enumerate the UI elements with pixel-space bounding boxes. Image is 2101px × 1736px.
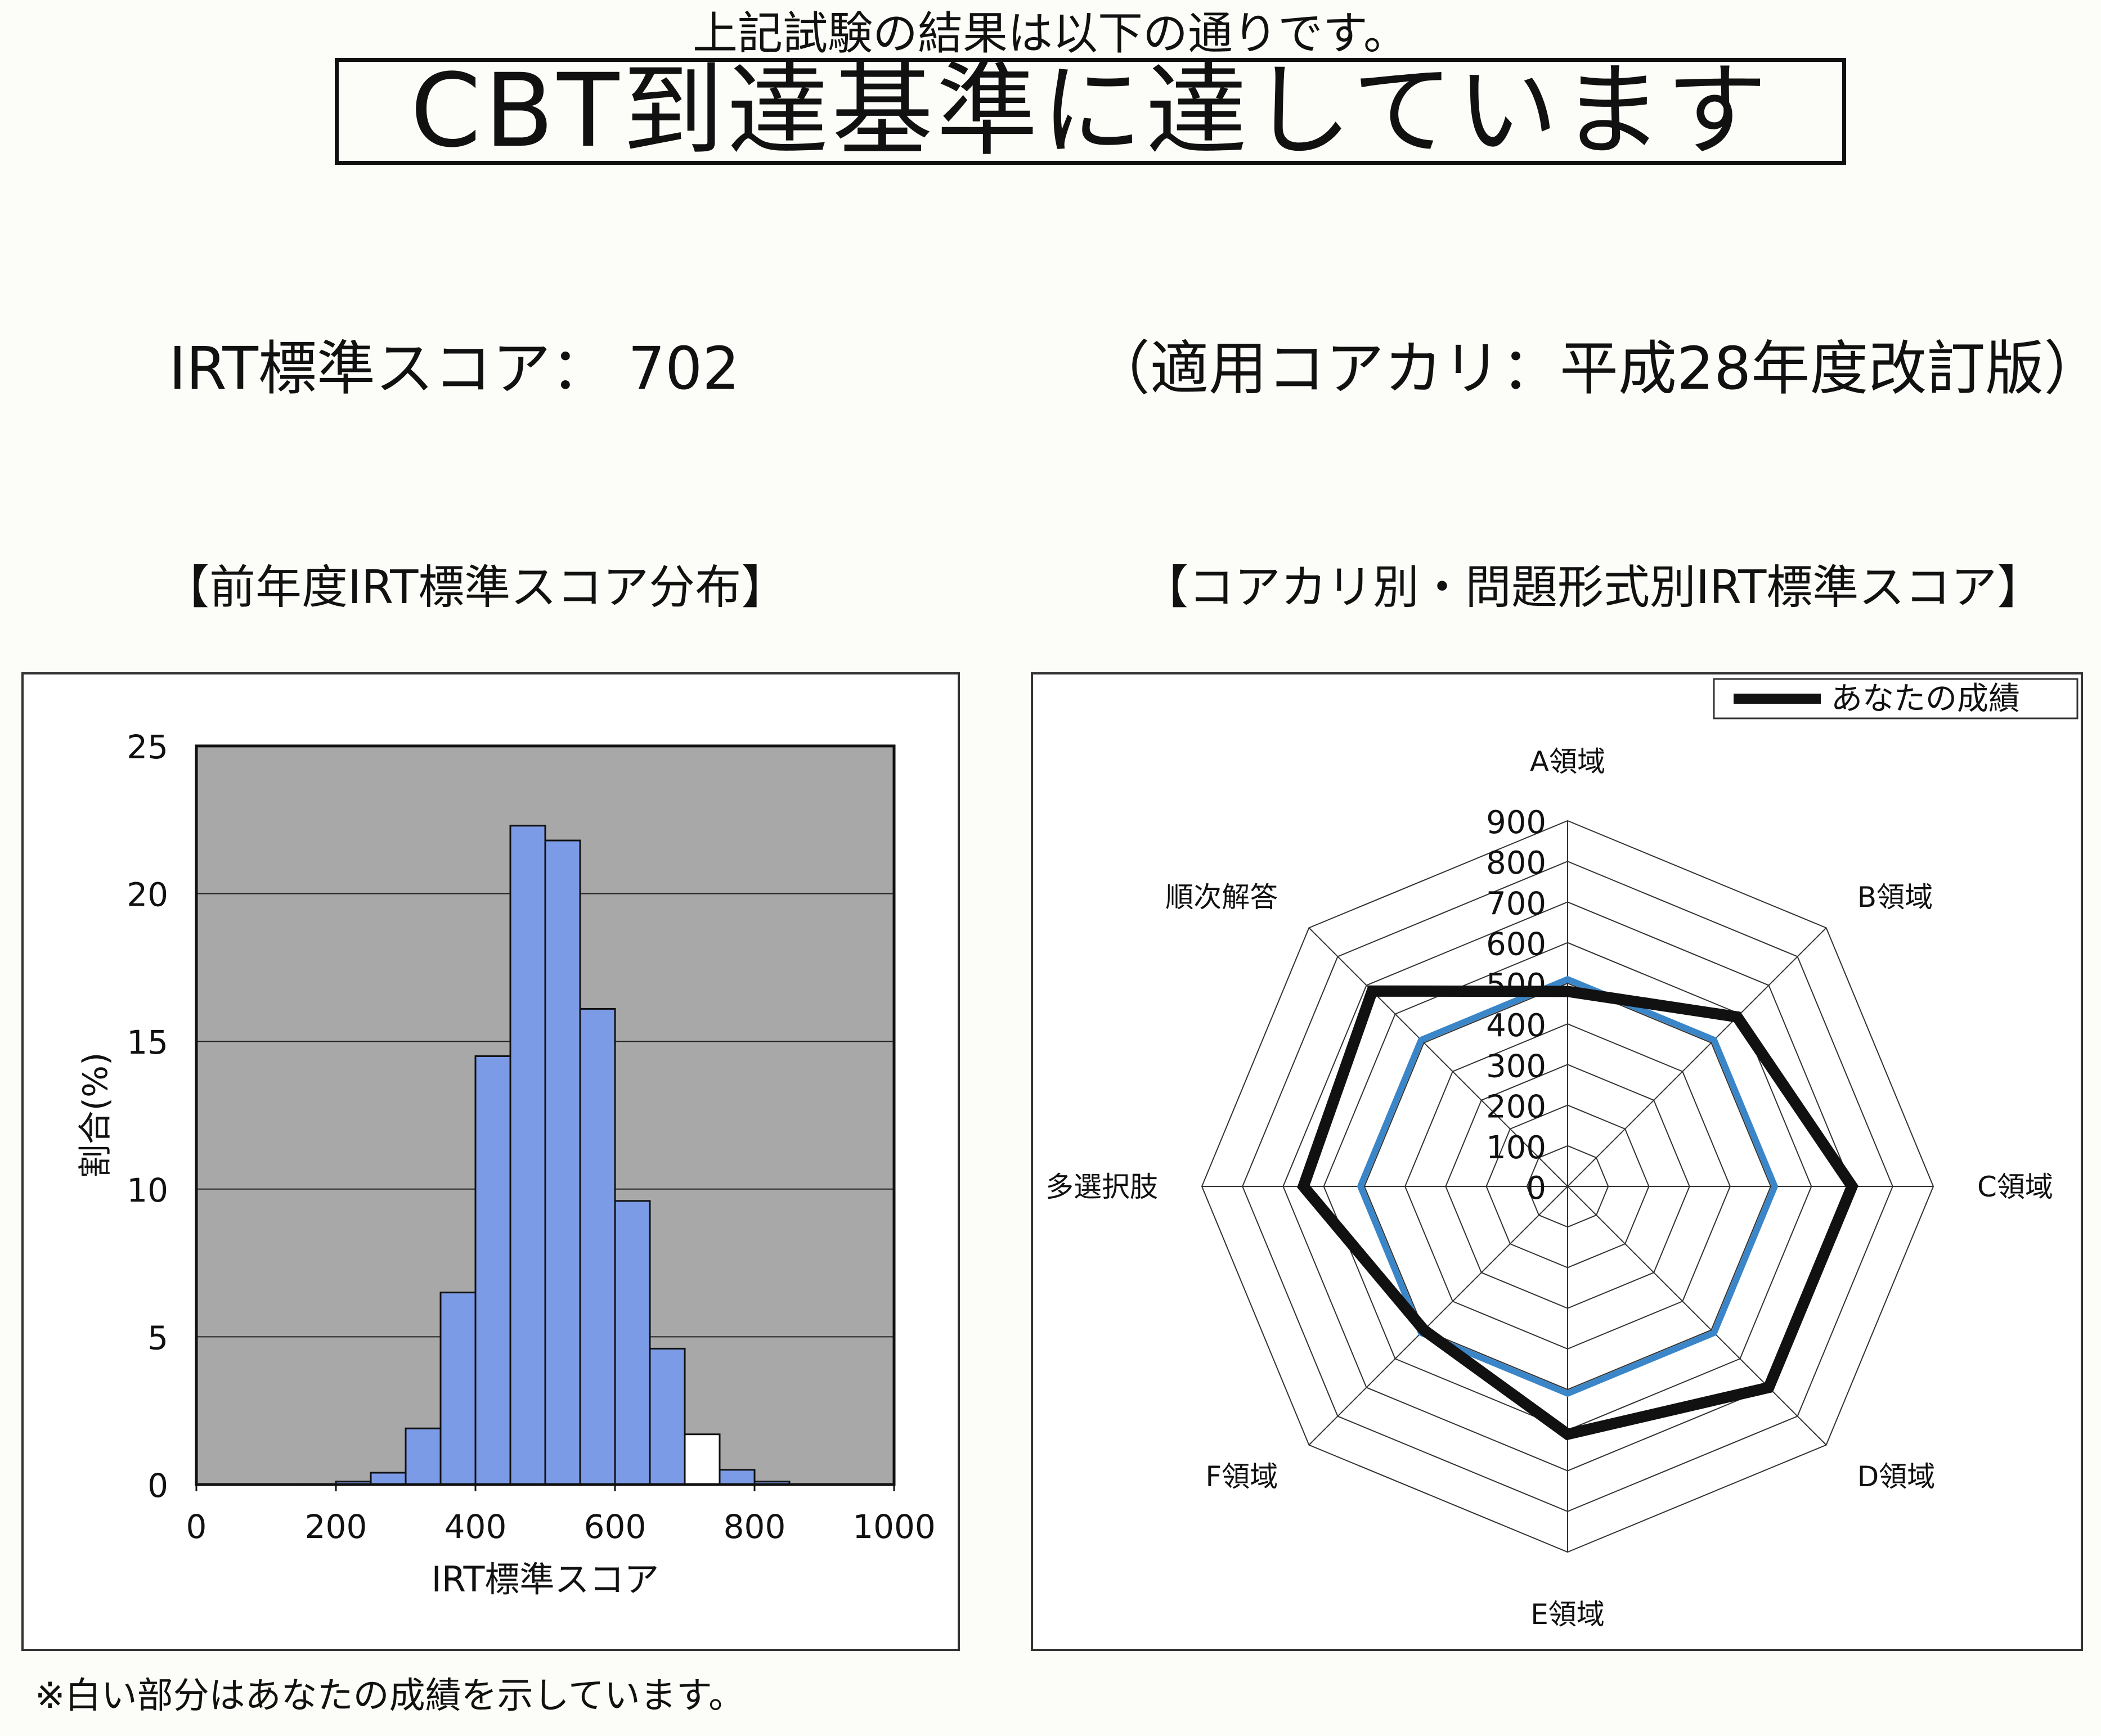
radar-axis-label: B領域 [1857, 881, 1933, 914]
curriculum-version: （適用コアカリ：平成28年度改訂版） [1092, 334, 2101, 403]
verdict-box: CBT到達基準に達しています [335, 58, 1846, 165]
y-tick-label: 25 [127, 728, 168, 766]
radar-axis-label: E領域 [1530, 1598, 1605, 1631]
histogram-bar [474, 1055, 511, 1486]
histogram-bar [649, 1347, 686, 1486]
y-axis-label: 割合(%) [76, 1053, 115, 1179]
radar-panel: 0 100 200 300 400 500 600 700 800 900 A領域 B領域 C領域 D領域… [1031, 672, 2083, 1651]
plot-frame [195, 744, 896, 1486]
y-tick-label: 10 [127, 1171, 168, 1209]
intro-text: 上記試験の結果は以下の通りです。 [693, 7, 1408, 60]
histogram-bar [719, 1469, 756, 1486]
radar-axis-label: 順次解答 [1165, 881, 1278, 914]
histogram-bar [405, 1427, 442, 1486]
histogram-bar [509, 825, 546, 1486]
x-tick-label: 1000 [852, 1508, 936, 1546]
radar-spoke [1567, 927, 1827, 1187]
radar-series-average [1357, 975, 1779, 1397]
legend-label: あなたの成績 [1831, 681, 2020, 717]
radar-tick-label: 800 [1486, 845, 1546, 882]
radar-tick-label: 600 [1486, 927, 1546, 963]
radar-tick-label: 400 [1486, 1008, 1546, 1044]
histogram-bar [544, 839, 581, 1486]
radar-tick-label: 0 [1526, 1170, 1546, 1207]
x-tick-label: 800 [724, 1508, 786, 1546]
radar-tick-label: 300 [1486, 1048, 1546, 1085]
radar-axis-label: A領域 [1530, 745, 1605, 778]
y-tick-label: 20 [127, 876, 168, 914]
y-tick-label: 5 [147, 1319, 168, 1357]
x-tick-label: 0 [186, 1508, 207, 1546]
radar-tick-label: 200 [1486, 1089, 1546, 1126]
histogram-title: 【前年度IRT標準スコア分布】 [163, 561, 788, 614]
radar-tick-label: 100 [1486, 1130, 1546, 1166]
radar-spoke [1308, 1186, 1568, 1446]
radar-tick-label: 700 [1486, 885, 1546, 922]
radar-spoke [1308, 927, 1568, 1187]
x-tick-label: 200 [305, 1508, 367, 1546]
histogram-bar-highlight [684, 1433, 721, 1486]
footnote: ※白い部分はあなたの成績を示しています。 [35, 1675, 745, 1717]
histogram-panel: 0 5 10 15 20 25 0 200 400 600 800 1000 IRT標準スコア 割合(%) [21, 672, 960, 1651]
radar-tick-label: 500 [1486, 967, 1546, 1004]
y-tick-label: 15 [127, 1023, 168, 1062]
y-tick-label: 0 [147, 1467, 168, 1505]
radar-tick-label: 900 [1486, 804, 1546, 841]
histogram-chart: 0 5 10 15 20 25 0 200 400 600 800 1000 IRT標準スコア 割合(%) [76, 728, 936, 1600]
radar-title: 【コアカリ別・問題形式別IRT標準スコア】 [1142, 561, 2044, 614]
x-tick-label: 400 [445, 1508, 507, 1546]
histogram-bar [579, 1008, 616, 1486]
radar-axis-label: F領域 [1205, 1460, 1278, 1493]
x-tick-label: 600 [584, 1508, 647, 1546]
histogram-bar [370, 1472, 407, 1486]
histogram-bar [614, 1200, 651, 1486]
radar-axis-label: D領域 [1857, 1460, 1936, 1493]
radar-axis-label: C領域 [1977, 1171, 2053, 1203]
irt-score: IRT標準スコア： 702 [169, 334, 740, 403]
verdict-text: CBT到達基準に達しています [410, 52, 1771, 170]
radar-axis-label: 多選択肢 [1045, 1171, 1158, 1203]
x-axis-label: IRT標準スコア [432, 1559, 659, 1600]
radar-series-your-score [1297, 985, 1858, 1441]
radar-spoke [1567, 1186, 1827, 1446]
histogram-bar [439, 1292, 477, 1486]
